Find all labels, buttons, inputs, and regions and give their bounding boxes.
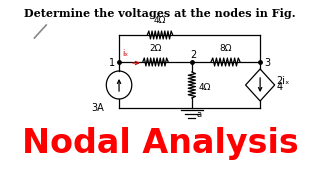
Polygon shape [245,69,275,101]
Text: Nodal Analysis: Nodal Analysis [22,127,298,159]
Text: 2: 2 [190,50,197,60]
Text: Determine the voltages at the nodes in Fig.: Determine the voltages at the nodes in F… [24,8,296,19]
Text: iₓ: iₓ [122,49,128,58]
Text: a: a [196,110,202,119]
Text: 4Ω: 4Ω [198,82,211,91]
Text: 3A: 3A [91,103,104,113]
Text: 1: 1 [109,58,116,68]
Text: 4Ω: 4Ω [154,16,166,25]
Text: 2Ω: 2Ω [149,44,162,53]
Text: 2iₓ: 2iₓ [276,76,290,86]
Text: 8Ω: 8Ω [219,44,232,53]
Text: 3: 3 [265,58,271,68]
Text: 4: 4 [276,82,283,92]
